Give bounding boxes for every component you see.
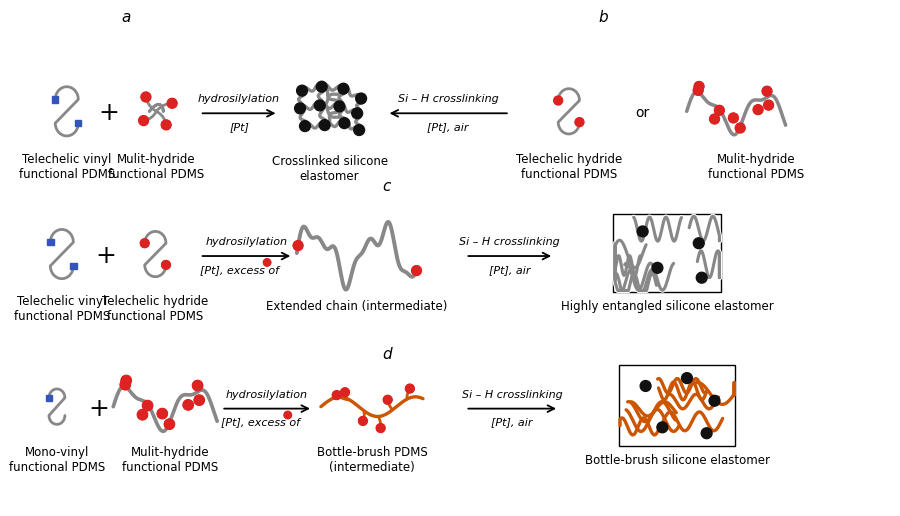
- Text: Bottle-brush PDMS
(intermediate): Bottle-brush PDMS (intermediate): [317, 446, 427, 474]
- Circle shape: [554, 96, 562, 105]
- Circle shape: [162, 261, 170, 269]
- Circle shape: [697, 272, 707, 283]
- Bar: [46, 395, 52, 401]
- Text: +: +: [89, 397, 110, 421]
- Circle shape: [764, 100, 773, 110]
- Text: hydrosilylation: hydrosilylation: [205, 237, 287, 247]
- Text: a: a: [122, 10, 130, 25]
- Circle shape: [300, 121, 310, 132]
- Text: Mulit-hydride
functional PDMS: Mulit-hydride functional PDMS: [122, 446, 218, 474]
- Bar: [52, 96, 58, 103]
- Circle shape: [652, 263, 662, 273]
- Circle shape: [358, 416, 367, 425]
- Circle shape: [338, 83, 349, 94]
- Circle shape: [701, 428, 712, 439]
- Text: Mulit-hydride
functional PDMS: Mulit-hydride functional PDMS: [707, 153, 804, 181]
- Text: Extended chain (intermediate): Extended chain (intermediate): [266, 300, 448, 313]
- Text: Bottle-brush silicone elastomer: Bottle-brush silicone elastomer: [585, 454, 770, 467]
- Text: [Pt], air: [Pt], air: [489, 265, 530, 275]
- Circle shape: [183, 400, 194, 410]
- Circle shape: [637, 226, 648, 237]
- Circle shape: [735, 123, 745, 133]
- Circle shape: [332, 391, 341, 399]
- Circle shape: [640, 381, 651, 392]
- Circle shape: [709, 395, 720, 406]
- Text: hydrosilylation: hydrosilylation: [226, 390, 308, 400]
- Circle shape: [352, 108, 363, 119]
- Circle shape: [138, 410, 148, 420]
- Text: Crosslinked silicone
elastomer: Crosslinked silicone elastomer: [272, 155, 388, 183]
- Circle shape: [141, 92, 151, 102]
- Text: Mono-vinyl
functional PDMS: Mono-vinyl functional PDMS: [9, 446, 105, 474]
- Circle shape: [657, 422, 668, 433]
- Circle shape: [762, 86, 772, 96]
- Text: [Pt], excess of: [Pt], excess of: [220, 417, 303, 427]
- Circle shape: [161, 120, 171, 130]
- Circle shape: [158, 408, 167, 419]
- Circle shape: [383, 395, 392, 404]
- Text: or: or: [635, 106, 650, 120]
- Circle shape: [264, 259, 271, 266]
- Text: Highly entangled silicone elastomer: Highly entangled silicone elastomer: [561, 300, 774, 313]
- Circle shape: [316, 82, 327, 92]
- Circle shape: [165, 419, 175, 429]
- Circle shape: [120, 379, 130, 390]
- Circle shape: [340, 388, 349, 397]
- Text: b: b: [598, 10, 608, 25]
- Circle shape: [320, 120, 330, 131]
- Circle shape: [139, 116, 148, 125]
- Circle shape: [405, 384, 414, 393]
- Circle shape: [709, 114, 719, 124]
- Circle shape: [411, 266, 421, 276]
- Circle shape: [715, 105, 724, 115]
- Text: c: c: [382, 179, 391, 194]
- Text: [Pt], air: [Pt], air: [491, 417, 533, 427]
- Circle shape: [334, 101, 345, 112]
- Circle shape: [753, 105, 763, 115]
- Text: +: +: [95, 244, 117, 268]
- Circle shape: [356, 93, 366, 104]
- Bar: [47, 239, 53, 246]
- Circle shape: [354, 124, 364, 135]
- Circle shape: [193, 380, 202, 391]
- Circle shape: [694, 82, 704, 91]
- Circle shape: [681, 373, 692, 383]
- Circle shape: [140, 239, 149, 248]
- Circle shape: [297, 85, 308, 96]
- Text: Telechelic hydride
functional PDMS: Telechelic hydride functional PDMS: [516, 153, 622, 181]
- Text: Telechelic vinyl
functional PDMS: Telechelic vinyl functional PDMS: [14, 295, 110, 324]
- Text: d: d: [382, 347, 392, 362]
- Circle shape: [142, 400, 153, 411]
- Text: Mulit-hydride
functional PDMS: Mulit-hydride functional PDMS: [108, 153, 204, 181]
- Circle shape: [575, 118, 584, 126]
- Bar: [613, 214, 722, 293]
- Bar: [619, 365, 735, 446]
- Circle shape: [284, 411, 292, 419]
- Circle shape: [339, 118, 350, 128]
- Text: [Pt], excess of: [Pt], excess of: [200, 265, 283, 275]
- Circle shape: [194, 395, 204, 406]
- Circle shape: [728, 113, 738, 123]
- Text: Si – H crosslinking: Si – H crosslinking: [459, 237, 560, 247]
- Text: Si – H crosslinking: Si – H crosslinking: [462, 390, 562, 400]
- Circle shape: [294, 103, 305, 114]
- Circle shape: [314, 100, 325, 111]
- Circle shape: [122, 375, 131, 385]
- Text: Telechelic vinyl
functional PDMS: Telechelic vinyl functional PDMS: [19, 153, 115, 181]
- Circle shape: [693, 86, 703, 95]
- Bar: [75, 120, 82, 126]
- Circle shape: [167, 99, 177, 108]
- Bar: [70, 263, 77, 269]
- Text: [Pt], air: [Pt], air: [428, 122, 469, 132]
- Text: [Pt]: [Pt]: [230, 122, 249, 132]
- Text: Telechelic hydride
functional PDMS: Telechelic hydride functional PDMS: [103, 295, 209, 324]
- Text: +: +: [99, 101, 120, 125]
- Circle shape: [376, 424, 385, 432]
- Circle shape: [693, 238, 704, 249]
- Circle shape: [293, 240, 303, 250]
- Text: Si – H crosslinking: Si – H crosslinking: [398, 94, 499, 104]
- Text: hydrosilylation: hydrosilylation: [198, 94, 280, 104]
